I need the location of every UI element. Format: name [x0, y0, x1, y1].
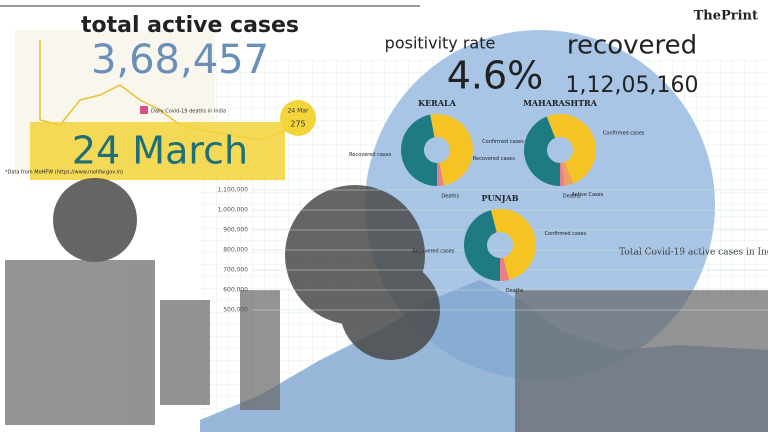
y-tick-label: 700,000 [223, 267, 248, 274]
y-tick-label: 500,000 [223, 307, 248, 314]
donut-segment [437, 162, 444, 186]
donut-segment [561, 162, 574, 186]
date-banner-text: 24 March [72, 129, 248, 173]
donut-title: PUNJAB [481, 193, 518, 203]
y-tick-label: 900,000 [223, 227, 248, 234]
legend-swatch [140, 106, 148, 114]
callout-circle [280, 100, 316, 136]
y-tick-label: 800,000 [223, 247, 248, 254]
donut-segment-label: Deaths [506, 288, 524, 294]
donut-title: KERALA [418, 98, 457, 108]
callout-value: 275 [290, 120, 305, 129]
donut-segment-label: Recovered cases [412, 248, 454, 254]
donut-segment-label: Confirmed cases [482, 139, 524, 145]
donut-segment-label: Active Cases [571, 192, 603, 198]
headline-title: total active cases [81, 13, 299, 38]
donut-segment [524, 116, 560, 186]
recovered-label: recovered [567, 31, 697, 61]
small-chart-legend: Daily Covid-19 deaths in India [151, 109, 226, 115]
headline-value: 3,68,457 [91, 37, 269, 83]
donut-segment [560, 162, 565, 186]
y-tick-label: 600,000 [223, 287, 248, 294]
brand: ThePrint [694, 9, 758, 24]
donut-segment-label: Deaths [563, 193, 581, 199]
positivity-label: positivity rate [385, 34, 496, 53]
donut-segment-label: Confirmed cases [603, 131, 645, 137]
donut-segment-label: Recovered cases [349, 152, 391, 158]
background-chart-title: Total Covid-19 active cases in India [619, 248, 768, 258]
recovered-value: 1,12,05,160 [566, 73, 699, 98]
donut-segment [491, 209, 536, 280]
donut-segment [546, 113, 597, 184]
donut-segment [401, 114, 437, 186]
donut-title: MAHARASHTRA [523, 98, 598, 108]
y-tick-label: 1,000,000 [217, 207, 248, 214]
positivity-value: 4.6% [447, 54, 544, 98]
date-banner [30, 122, 285, 180]
donut-segment [464, 210, 500, 281]
donut-segment-label: Recovered cases [473, 156, 515, 162]
y-tick-label: 1,100,000 [217, 187, 248, 194]
donut-segment-label: Confirmed cases [545, 231, 587, 237]
donut-segment [500, 257, 509, 281]
photo-decoration [5, 260, 768, 432]
source-note: *Data from MoHFW (https://www.mohfw.gov.… [5, 170, 123, 176]
callout-date: 24 Mar [288, 108, 309, 115]
donut-segment [430, 113, 474, 186]
donut-segment-label: Deaths [441, 193, 459, 199]
